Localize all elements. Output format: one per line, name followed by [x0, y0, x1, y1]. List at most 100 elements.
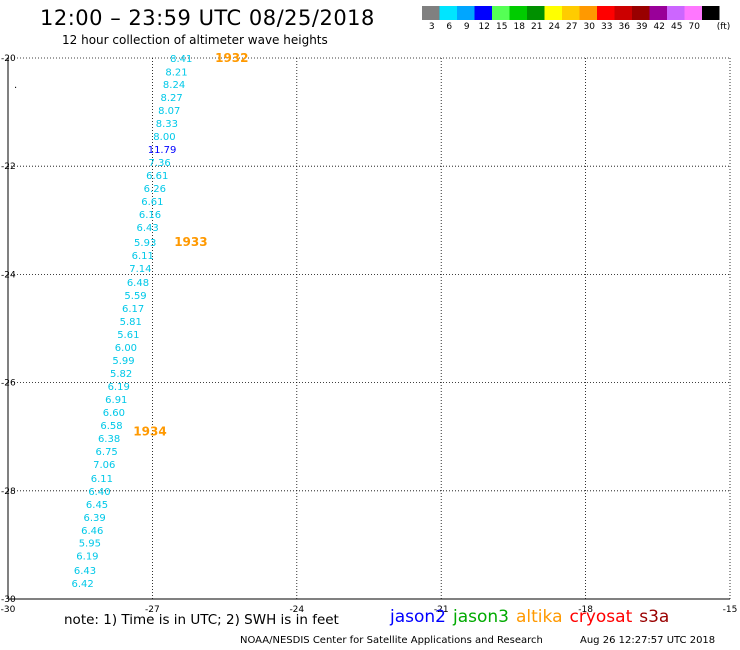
wave-height-label: 8.00	[153, 132, 175, 143]
wave-height-label: 6.75	[96, 447, 118, 458]
wave-height-label: 8.33	[156, 119, 178, 130]
wave-height-label: 8.07	[158, 106, 180, 117]
x-tick-label: -30	[1, 605, 16, 615]
legend-swatch	[632, 6, 650, 20]
legend-bin-label: 27	[566, 22, 578, 32]
legend-swatch	[562, 6, 580, 20]
satellite-name: jason3	[453, 607, 509, 627]
wave-height-label: 6.38	[98, 434, 120, 445]
wave-height-label: 8.24	[163, 80, 185, 91]
wave-height-label: 6.45	[86, 500, 108, 511]
color-legend-labels: 3 6 9 12 15 18 21 24 27 30 33 36 39 42 45 70 (ft)	[422, 22, 740, 36]
wave-height-label: 6.19	[76, 552, 98, 563]
pass-time-label: 1932	[215, 51, 248, 65]
y-tick-label: -30	[1, 595, 16, 605]
satellite-name: altika	[516, 607, 563, 627]
chart-subtitle: 12 hour collection of altimeter wave hei…	[62, 33, 328, 47]
y-tick-label: -26	[1, 379, 16, 389]
plot-frame	[7, 58, 730, 600]
y-tick-label: -20	[1, 54, 16, 64]
satellite-name: cryosat	[569, 607, 633, 627]
wave-height-label: 5.81	[120, 317, 142, 328]
wave-height-label: 5.82	[110, 369, 132, 380]
wave-height-label: 6.43	[74, 566, 96, 577]
wave-height-label: 6.91	[105, 395, 127, 406]
wave-height-label: 8.27	[161, 93, 183, 104]
x-tick-label: -27	[145, 605, 160, 615]
legend-swatch	[509, 6, 527, 20]
legend-bin-label: 39	[636, 22, 648, 32]
wave-height-label: 8.21	[165, 68, 187, 79]
wave-height-label: 6.17	[122, 304, 144, 315]
footer-note: note: 1) Time is in UTC; 2) SWH is in fe…	[64, 612, 339, 628]
wave-height-label: 5.95	[79, 539, 101, 550]
wave-height-label: 6.48	[127, 278, 149, 289]
legend-swatch	[544, 6, 562, 20]
satellite-name: s3a	[639, 607, 670, 627]
legend-bin-label: 36	[618, 22, 630, 32]
wave-height-label: 6.61	[146, 171, 168, 182]
wave-height-label: 11.79	[148, 145, 177, 156]
generation-timestamp: Aug 26 12:27:57 UTC 2018	[580, 635, 716, 646]
satellite-legend: jason2 jason3 altika cryosat s3a	[390, 607, 676, 627]
legend-bin-label: 70	[688, 22, 700, 32]
wave-height-label: 7.36	[148, 158, 170, 169]
legend-swatch	[684, 6, 702, 20]
x-tick-label: -15	[723, 605, 738, 615]
wave-height-label: 6.43	[136, 223, 158, 234]
wave-height-label: 6.39	[84, 513, 106, 524]
x-tick-label: -24	[289, 605, 304, 615]
legend-swatch	[667, 6, 685, 20]
y-tick-label: -24	[1, 270, 16, 280]
legend-bin-label: 15	[496, 22, 508, 32]
legend-bin-label: 6	[446, 22, 453, 32]
wave-height-label: 6.40	[88, 487, 110, 498]
pass-time-label: 1934	[133, 424, 166, 438]
legend-bin-label: 9	[463, 22, 470, 32]
legend-swatch	[527, 6, 545, 20]
legend-bin-label: 12	[478, 22, 490, 32]
wave-height-label: 5.99	[112, 356, 134, 367]
wave-height-label: 6.60	[103, 408, 125, 419]
legend-swatch	[702, 6, 720, 20]
wave-height-label: 5.93	[134, 238, 156, 249]
legend-swatch	[579, 6, 597, 20]
wave-height-label: 6.46	[81, 526, 103, 537]
legend-swatch	[474, 6, 492, 20]
wave-height-label: 6.00	[115, 343, 137, 354]
legend-bin-label: 21	[531, 22, 543, 32]
legend-swatch	[597, 6, 615, 20]
pass-time-label: 1933	[174, 235, 207, 249]
wave-height-label: 7.06	[93, 460, 115, 471]
legend-bin-label: 24	[548, 22, 560, 32]
wave-height-label: 6.42	[71, 579, 93, 590]
wave-height-label: 6.58	[100, 421, 122, 432]
stray-dot: .	[14, 80, 18, 91]
x-tick-label: -18	[578, 605, 593, 615]
chart-title: 12:00 – 23:59 UTC 08/25/2018	[40, 6, 375, 30]
color-legend-bar	[422, 6, 720, 20]
wave-height-label: 7.14	[129, 264, 151, 275]
legend-swatch	[457, 6, 475, 20]
y-tick-label: -22	[1, 162, 16, 172]
legend-swatch	[492, 6, 510, 20]
x-tick-label: -21	[434, 605, 449, 615]
wave-height-label: 6.19	[108, 382, 130, 393]
legend-swatch	[614, 6, 632, 20]
wave-height-label: 6.11	[91, 474, 113, 485]
legend-bin-label: 45	[671, 22, 683, 32]
wave-height-label: 6.16	[139, 210, 161, 221]
wave-height-label: 5.61	[117, 330, 139, 341]
credit-line: NOAA/NESDIS Center for Satellite Applica…	[240, 635, 543, 646]
wave-height-label: 5.59	[124, 291, 146, 302]
legend-unit: (ft)	[716, 22, 731, 32]
wave-height-label: 6.11	[132, 251, 154, 262]
legend-swatch	[439, 6, 457, 20]
legend-bin-label: 18	[513, 22, 525, 32]
satellite-name: jason2	[390, 607, 446, 627]
legend-swatch	[649, 6, 667, 20]
legend-bin-label: 33	[601, 22, 613, 32]
legend-bin-label: 3	[428, 22, 435, 32]
legend-swatch	[422, 6, 440, 20]
